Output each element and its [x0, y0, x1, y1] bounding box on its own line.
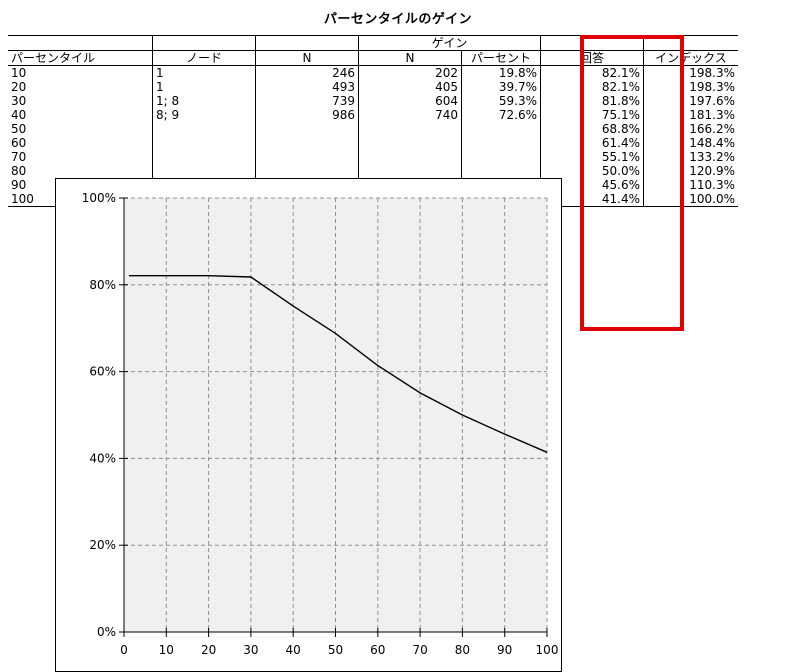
table-row: 20 1 493 405 39.7% 82.1% 198.3%	[8, 80, 738, 94]
cell-percentile: 80	[11, 164, 27, 178]
cell-n	[255, 136, 359, 150]
cell-gain-percent: 59.3%	[461, 94, 541, 108]
cell-gain-percent	[461, 122, 541, 136]
x-tick-label: 20	[201, 643, 216, 657]
x-tick-label: 70	[412, 643, 427, 657]
table-row: 80 50.0% 120.9%	[8, 164, 738, 178]
cell-response: 55.1%	[540, 150, 644, 164]
cell-gain-n: 202	[358, 65, 462, 80]
cell-gain-n	[358, 122, 462, 136]
cell-n: 493	[255, 80, 359, 94]
col-header-index: インデックス	[643, 50, 738, 66]
cell-index: 166.2%	[643, 122, 738, 136]
cell-response: 82.1%	[540, 65, 644, 80]
cell-gain-n: 604	[358, 94, 462, 108]
x-tick-label: 60	[370, 643, 385, 657]
cell-node	[152, 164, 256, 178]
cell-node: 8; 9	[152, 108, 256, 122]
response-line-chart: 0 10 20 30 40 50 60 70 80 90 100 0% 20% 40% 60% 80% 100%	[82, 191, 559, 657]
cell-node	[152, 122, 256, 136]
cell-gain-n	[358, 150, 462, 164]
table-row: 70 55.1% 133.2%	[8, 150, 738, 164]
gain-group-header: ゲイン	[358, 35, 541, 51]
table-row: 40 8; 9 986 740 72.6% 75.1% 181.3%	[8, 108, 738, 122]
cell-gain-n	[358, 136, 462, 150]
col-header-percentile: パーセンタイル	[8, 50, 153, 66]
cell-percentile: 50	[11, 122, 27, 136]
cell-n	[255, 150, 359, 164]
table-row: 50 68.8% 166.2%	[8, 122, 738, 136]
response-chart: 0 10 20 30 40 50 60 70 80 90 100 0% 20% 40% 60% 80% 100%	[55, 178, 562, 672]
col-header-gain-n: N	[358, 50, 462, 66]
cell-index: 133.2%	[643, 150, 738, 164]
cell-gain-n: 740	[358, 108, 462, 122]
cell-gain-n: 405	[358, 80, 462, 94]
x-tick-label: 30	[243, 643, 258, 657]
cell-node: 1	[152, 65, 256, 80]
cell-response: 68.8%	[540, 122, 644, 136]
cell-percentile: 20	[11, 80, 27, 94]
x-tick-label: 10	[159, 643, 174, 657]
x-tick-label: 80	[455, 643, 470, 657]
cell-response: 41.4%	[540, 192, 644, 207]
cell-node: 1; 8	[152, 94, 256, 108]
table-row: 60 61.4% 148.4%	[8, 136, 738, 150]
y-tick-label: 0%	[97, 625, 116, 639]
cell-gain-n	[358, 164, 462, 178]
y-tick-label: 60%	[89, 365, 116, 379]
cell-response: 82.1%	[540, 80, 644, 94]
cell-gain-percent: 72.6%	[461, 108, 541, 122]
cell-index: 110.3%	[643, 178, 738, 192]
cell-response: 45.6%	[540, 178, 644, 192]
x-tick-label: 40	[286, 643, 301, 657]
cell-percentile: 30	[11, 94, 27, 108]
cell-gain-percent: 19.8%	[461, 65, 541, 80]
cell-node	[152, 136, 256, 150]
cell-index: 198.3%	[643, 65, 738, 80]
y-tick-label: 20%	[89, 538, 116, 552]
cell-percentile: 40	[11, 108, 27, 122]
col-header-gain-percent: パーセント	[461, 50, 541, 66]
cell-percentile: 70	[11, 150, 27, 164]
table-title: パーセンタイルのゲイン	[323, 12, 473, 27]
cell-gain-percent: 39.7%	[461, 80, 541, 94]
cell-gain-percent	[461, 150, 541, 164]
cell-index: 181.3%	[643, 108, 738, 122]
x-tick-label: 100	[536, 643, 559, 657]
x-tick-label: 90	[497, 643, 512, 657]
cell-gain-percent	[461, 164, 541, 178]
col-header-node: ノード	[152, 50, 256, 66]
x-tick-label: 50	[328, 643, 343, 657]
response-series-line	[129, 274, 548, 453]
col-header-n: N	[255, 50, 359, 66]
cell-n: 739	[255, 94, 359, 108]
cell-index: 197.6%	[643, 94, 738, 108]
cell-n: 986	[255, 108, 359, 122]
cell-percentile: 60	[11, 136, 27, 150]
cell-response: 50.0%	[540, 164, 644, 178]
table-row: 30 1; 8 739 604 59.3% 81.8% 197.6%	[8, 94, 738, 108]
cell-index: 198.3%	[643, 80, 738, 94]
cell-percentile: 90	[11, 178, 27, 192]
y-tick-label: 80%	[89, 278, 116, 292]
cell-index: 100.0%	[643, 192, 738, 207]
col-header-response: 回答	[540, 50, 644, 66]
cell-node: 1	[152, 80, 256, 94]
cell-n	[255, 122, 359, 136]
cell-node	[152, 150, 256, 164]
y-tick-label: 40%	[89, 451, 116, 465]
cell-index: 148.4%	[643, 136, 738, 150]
table-row: 10 1 246 202 19.8% 82.1% 198.3%	[8, 65, 738, 80]
cell-response: 61.4%	[540, 136, 644, 150]
cell-percentile: 10	[11, 66, 27, 80]
y-tick-label: 100%	[82, 191, 116, 205]
cell-response: 75.1%	[540, 108, 644, 122]
x-tick-label: 0	[120, 643, 128, 657]
cell-gain-percent	[461, 136, 541, 150]
cell-response: 81.8%	[540, 94, 644, 108]
cell-n	[255, 164, 359, 178]
cell-n: 246	[255, 65, 359, 80]
cell-index: 120.9%	[643, 164, 738, 178]
